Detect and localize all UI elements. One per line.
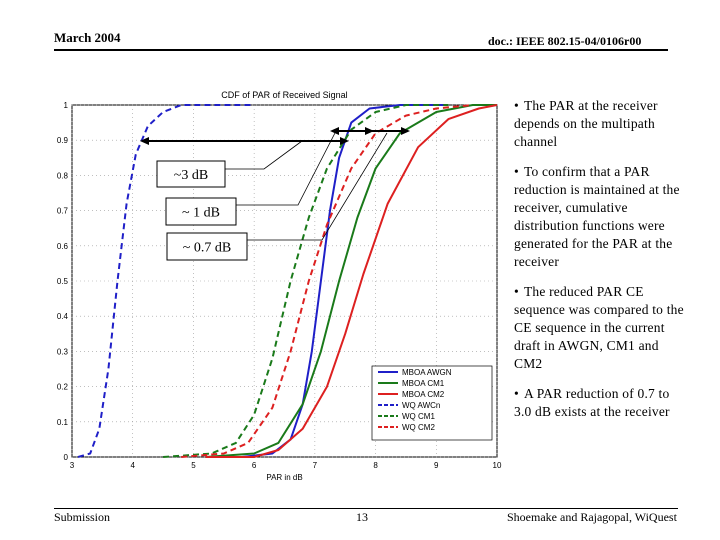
bullet-text: The PAR at the receiver depends on the m… (514, 98, 658, 149)
annotation-box (166, 232, 248, 261)
legend-label: MBOA AWGN (402, 368, 452, 377)
y-tick-label: 0.3 (57, 347, 69, 356)
y-tick-label: 0.2 (57, 383, 69, 392)
bullet-item: • The PAR at the receiver depends on the … (510, 97, 690, 151)
footer-page-number: 13 (356, 510, 368, 524)
chart-title: CDF of PAR of Received Signal (221, 90, 347, 100)
x-tick-label: 9 (434, 461, 439, 470)
footer-submission: Submission (54, 510, 111, 524)
x-tick-label: 10 (493, 461, 502, 470)
series-line (205, 104, 497, 458)
bullet-item: • The reduced PAR CE sequence was compare… (510, 283, 690, 373)
footer-rule (54, 508, 678, 509)
x-axis-label: PAR in dB (266, 473, 302, 482)
y-tick-label: 0.8 (57, 171, 69, 180)
series-line (181, 104, 473, 458)
y-tick-label: 0.1 (57, 418, 69, 427)
y-tick-label: 0.6 (57, 242, 69, 251)
arrow-head-right (401, 127, 410, 135)
y-tick-label: 1 (64, 101, 69, 110)
arrow-head-left (140, 137, 149, 145)
x-tick-label: 6 (252, 461, 257, 470)
leader-line (247, 132, 388, 241)
annotation-label: ~3 dB (174, 168, 208, 183)
annotation-box (165, 197, 237, 226)
bullet-text: The reduced PAR CE sequence was compared… (514, 284, 684, 371)
bullet-item: • To confirm that a PAR reduction is main… (510, 163, 690, 271)
y-tick-label: 0.9 (57, 136, 69, 145)
series-line (77, 104, 255, 458)
footer-authors: Shoemake and Rajagopal, WiQuest (507, 510, 677, 524)
y-tick-label: 0 (64, 453, 69, 462)
legend-label: WQ CM2 (402, 423, 435, 432)
legend-label: WQ AWCn (402, 401, 440, 410)
y-tick-label: 0.4 (57, 312, 69, 321)
x-tick-label: 3 (70, 461, 75, 470)
arrow-head-right (365, 127, 374, 135)
legend-label: WQ CM1 (402, 412, 435, 421)
bullet-list: • The PAR at the receiver depends on the … (510, 97, 690, 433)
x-tick-label: 5 (191, 461, 196, 470)
arrow-head-left (330, 127, 339, 135)
series-line (163, 104, 449, 458)
bullet-dot: • (514, 98, 519, 113)
x-tick-label: 7 (313, 461, 318, 470)
bullet-item: • A PAR reduction of 0.7 to 3.0 dB exists… (510, 385, 690, 421)
arrow-head-right (340, 137, 349, 145)
header-date: March 2004 (54, 30, 121, 45)
series-line (205, 104, 449, 458)
leader-line (225, 140, 303, 170)
series-line (205, 104, 498, 458)
x-tick-label: 8 (373, 461, 378, 470)
header-doc-id: doc.: IEEE 802.15-04/0106r00 (488, 34, 642, 48)
header-rule (54, 49, 668, 51)
bullet-dot: • (514, 164, 519, 179)
leader-line (236, 130, 337, 206)
legend-label: MBOA CM1 (402, 379, 445, 388)
bullet-text: To confirm that a PAR reduction is maint… (514, 164, 680, 269)
annotation-label: ~ 1 dB (182, 206, 220, 221)
bullet-dot: • (514, 386, 519, 401)
x-tick-label: 4 (130, 461, 135, 470)
annotation-label: ~ 0.7 dB (183, 241, 231, 256)
y-tick-label: 0.7 (57, 207, 69, 216)
bullet-text: A PAR reduction of 0.7 to 3.0 dB exists … (514, 386, 670, 419)
y-tick-label: 0.5 (57, 277, 69, 286)
bullet-dot: • (514, 284, 519, 299)
annotation-box (156, 160, 226, 188)
legend-label: MBOA CM2 (402, 390, 445, 399)
